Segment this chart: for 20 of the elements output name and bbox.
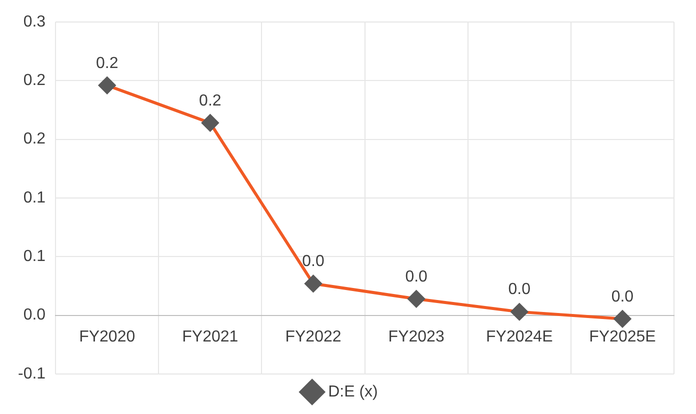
y-tick-label: 0.0 [23,306,46,324]
data-label: 0.0 [405,268,428,286]
data-label: 0.2 [199,92,222,110]
y-tick-label: 0.2 [23,72,46,90]
x-tick-label: FY2025E [589,328,656,346]
y-tick-label: 0.3 [23,13,46,30]
x-tick-label: FY2023 [388,328,444,346]
y-tick-label: 0.1 [23,248,46,266]
y-tick-label: 0.2 [23,130,46,148]
legend-label: D:E (x) [328,383,378,400]
data-label: 0.0 [611,288,634,306]
x-tick-label: FY2021 [182,328,238,346]
x-tick-label: FY2022 [285,328,342,346]
x-tick-label: FY2020 [79,328,136,346]
data-label: 0.0 [302,253,324,270]
x-tick-label: FY2024E [486,328,553,346]
y-tick-label: -0.1 [18,365,46,382]
y-tick-label: 0.1 [23,189,46,206]
data-label: 0.0 [508,281,531,298]
data-label: 0.2 [96,54,118,72]
